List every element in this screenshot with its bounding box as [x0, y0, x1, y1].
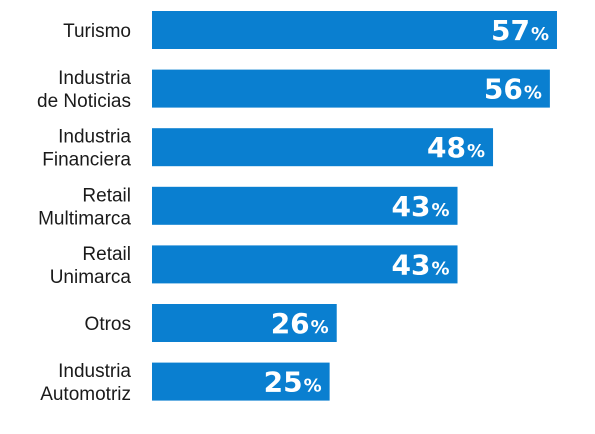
- bar-6: [152, 362, 330, 401]
- category-label-line: Industria: [58, 361, 131, 382]
- category-label-line: Industria: [58, 68, 131, 89]
- category-label-line: Otros: [85, 314, 131, 335]
- bar-1: [152, 69, 550, 108]
- category-label-0: Turismo: [63, 21, 131, 42]
- bar-2: [152, 128, 494, 167]
- category-label-line: Industria: [58, 127, 131, 148]
- category-label-1: Industria de Noticias: [37, 68, 131, 112]
- value-label-1: 56%: [484, 73, 542, 106]
- bar-3: [152, 186, 458, 225]
- category-label-6: Industria Automotriz: [40, 361, 131, 405]
- category-label-line: Retail: [82, 244, 131, 265]
- value-label-6: 25%: [264, 366, 322, 399]
- category-label-3: Retail Multimarca: [38, 185, 131, 229]
- category-label-line: Turismo: [63, 21, 131, 42]
- value-label-5: 26%: [271, 307, 329, 340]
- category-label-line: de Noticias: [37, 91, 131, 112]
- value-label-0: 57%: [491, 14, 549, 47]
- category-label-5: Otros: [85, 314, 131, 335]
- bar-4: [152, 245, 458, 284]
- value-label-4: 43%: [391, 248, 449, 281]
- category-label-2: Industria Financiera: [42, 127, 131, 171]
- category-label-line: Financiera: [42, 150, 131, 171]
- category-label-4: Retail Unimarca: [50, 244, 132, 288]
- value-label-2: 48%: [427, 131, 485, 164]
- bar-0: [152, 11, 557, 49]
- category-label-line: Unimarca: [50, 267, 132, 288]
- category-label-line: Multimarca: [38, 208, 131, 229]
- bar-5: [152, 304, 337, 342]
- category-label-line: Retail: [82, 185, 131, 206]
- value-label-3: 43%: [391, 190, 449, 223]
- category-label-line: Automotriz: [40, 384, 131, 405]
